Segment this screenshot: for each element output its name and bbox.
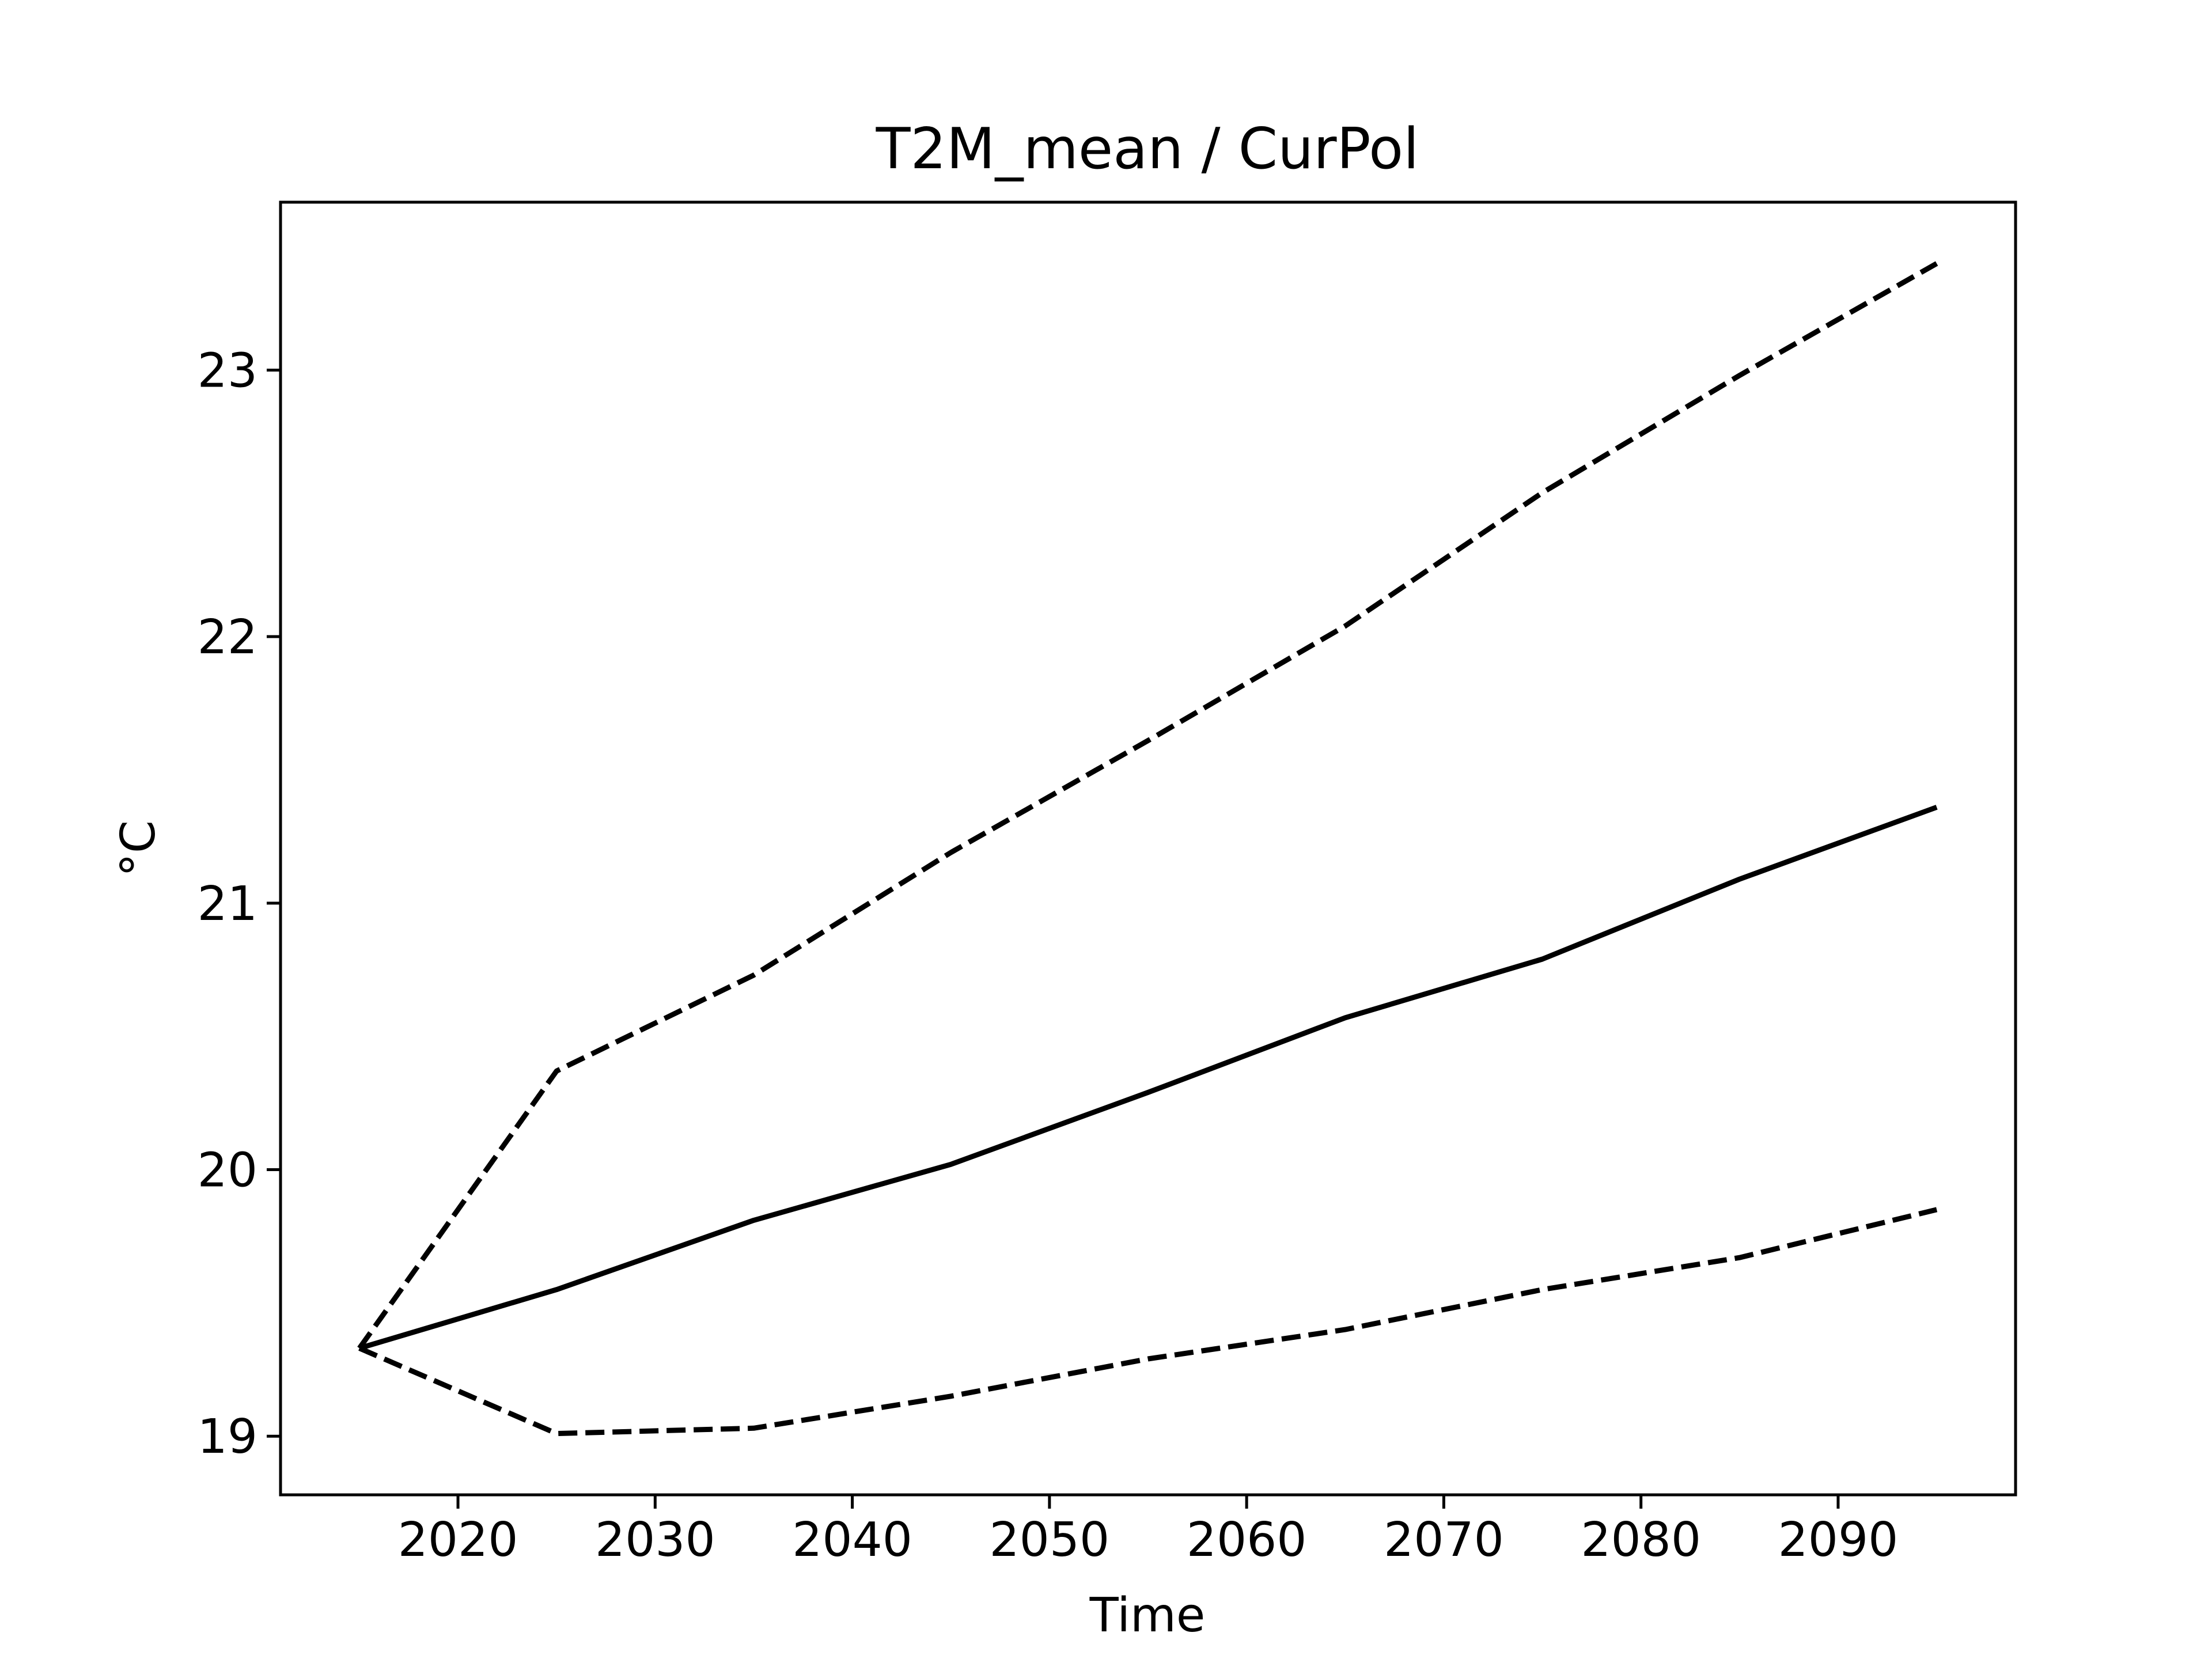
y-tick-label: 22: [198, 610, 257, 665]
x-tick-label: 2040: [792, 1513, 912, 1567]
y-tick-label: 21: [198, 877, 257, 931]
x-tick-label: 2050: [990, 1513, 1110, 1567]
y-tick-label: 19: [198, 1410, 257, 1464]
series-layer: [357, 261, 1938, 1437]
x-tick-label: 2090: [1778, 1513, 1899, 1567]
series-line-lower: [358, 1207, 1938, 1437]
x-tick-label: 2020: [398, 1513, 518, 1567]
y-axis: 19 20 21 22 23: [198, 343, 281, 1464]
x-tick-label: 2060: [1187, 1513, 1307, 1567]
x-axis-title: Time: [1089, 1588, 1206, 1643]
x-tick-label: 2080: [1581, 1513, 1701, 1567]
y-tick-label: 23: [198, 343, 257, 398]
y-axis-title: °C: [111, 820, 166, 877]
series-line-upper: [357, 261, 1938, 1350]
x-axis: 2020 2030 2040 2050 2060 2070 2080 2090: [398, 1495, 1899, 1567]
y-tick-label: 20: [198, 1143, 257, 1198]
x-tick-label: 2070: [1384, 1513, 1504, 1567]
plot-frame: [279, 200, 2017, 1497]
series-line-mean: [358, 805, 1938, 1351]
x-tick-label: 2030: [595, 1513, 715, 1567]
chart-title: T2M_mean / CurPol: [876, 116, 1419, 182]
